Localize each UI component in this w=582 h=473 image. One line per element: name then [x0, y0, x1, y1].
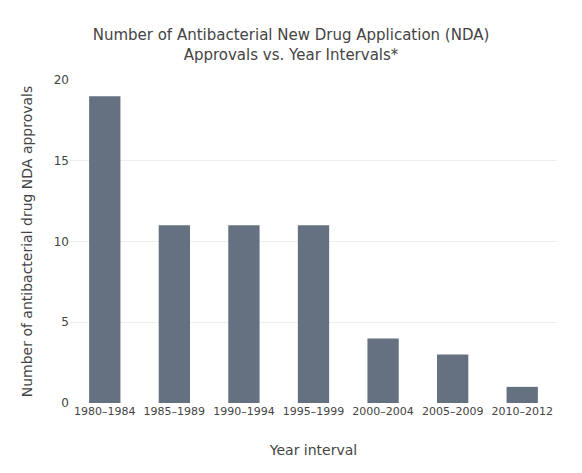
svg-text:1985–1989: 1985–1989 — [144, 405, 206, 418]
svg-text:Number of Antibacterial New Dr: Number of Antibacterial New Drug Applica… — [93, 26, 490, 64]
svg-text:15: 15 — [54, 154, 69, 168]
svg-text:2000–2004: 2000–2004 — [352, 405, 414, 418]
svg-text:2010–2012: 2010–2012 — [491, 405, 553, 418]
svg-text:0: 0 — [61, 396, 69, 410]
svg-text:20: 20 — [54, 73, 69, 87]
svg-text:10: 10 — [54, 235, 69, 249]
svg-text:Year interval: Year interval — [269, 442, 357, 458]
svg-text:1995–1999: 1995–1999 — [283, 405, 345, 418]
svg-text:2005–2009: 2005–2009 — [422, 405, 484, 418]
svg-text:5: 5 — [61, 315, 69, 329]
svg-text:1980–1984: 1980–1984 — [74, 405, 136, 418]
svg-text:Number of antibacterial drug N: Number of antibacterial drug NDA approva… — [19, 86, 35, 398]
svg-text:1990–1994: 1990–1994 — [213, 405, 275, 418]
